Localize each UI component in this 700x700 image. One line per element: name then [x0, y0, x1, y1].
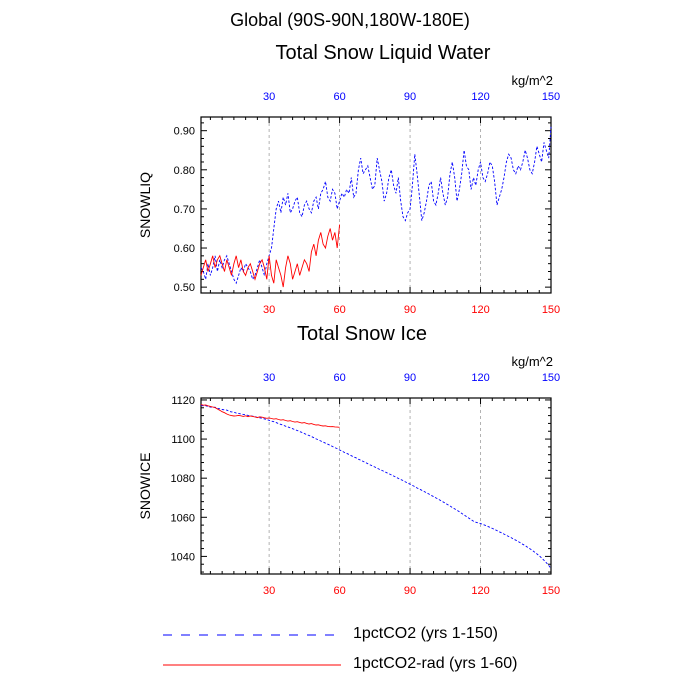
x-tick-label-bottom: 150: [542, 585, 560, 597]
y-tick-label: 0.50: [174, 282, 195, 294]
x-tick-label-bottom: 90: [404, 304, 416, 316]
x-tick-label-top: 60: [333, 372, 345, 384]
units-label: kg/m^2: [511, 354, 553, 369]
x-tick-label-top: 120: [471, 91, 489, 103]
series-line-1pctco2-rad: [200, 404, 340, 428]
plot-frame: [200, 397, 552, 575]
x-tick-label-top: 60: [333, 91, 345, 103]
y-tick-label: 1100: [171, 434, 195, 446]
y-axis-label: SNOWLIQ: [137, 172, 153, 238]
legend-label-1pctco2: 1pctCO2 (yrs 1-150): [353, 625, 498, 642]
x-tick-label-bottom: 30: [263, 304, 275, 316]
series-line-1pctco2: [200, 404, 552, 569]
x-tick-label-top: 150: [542, 91, 560, 103]
x-tick-label-bottom: 90: [404, 585, 416, 597]
x-tick-label-bottom: 120: [471, 585, 489, 597]
x-tick-label-top: 90: [404, 372, 416, 384]
y-axis-label: SNOWICE: [137, 453, 153, 520]
x-tick-label-top: 30: [263, 372, 275, 384]
series-line-1pctco2: [200, 126, 552, 285]
x-tick-label-bottom: 150: [542, 304, 560, 316]
series-line-1pctco2-rad: [200, 224, 341, 288]
y-tick-label: 0.60: [174, 243, 195, 255]
y-tick-label: 1120: [171, 395, 195, 407]
x-tick-label-top: 120: [471, 372, 489, 384]
figure-supertitle: Global (90S-90N,180W-180E): [230, 10, 470, 30]
panel2-title: Total Snow Ice: [296, 323, 428, 345]
legend-label-1pctco2-rad: 1pctCO2-rad (yrs 1-60): [353, 655, 518, 672]
y-tick-label: 1060: [171, 512, 195, 524]
x-tick-label-top: 30: [263, 91, 275, 103]
plot-frame: [200, 116, 552, 294]
y-tick-label: 1080: [171, 473, 195, 485]
panel-1: 0.50 0.60 0.70 0.80 0.90 30 30 60 60 90 90 120 120 15…: [137, 73, 560, 316]
units-label: kg/m^2: [511, 73, 553, 88]
x-tick-label-bottom: 60: [333, 304, 345, 316]
y-tick-label: 0.80: [174, 165, 195, 177]
x-tick-label-bottom: 30: [263, 585, 275, 597]
x-tick-label-bottom: 120: [471, 304, 489, 316]
panel1-title: Total Snow Liquid Water: [275, 42, 491, 64]
y-tick-label: 0.90: [174, 126, 195, 138]
y-tick-label: 1040: [171, 551, 195, 563]
x-tick-label-bottom: 60: [333, 585, 345, 597]
panel-2: 1040 1060 1080 1100 1120 30 30 60 60 90 90 120 120 15…: [137, 354, 560, 597]
y-tick-label: 0.70: [174, 204, 195, 216]
x-tick-label-top: 150: [542, 372, 560, 384]
x-tick-label-top: 90: [404, 91, 416, 103]
